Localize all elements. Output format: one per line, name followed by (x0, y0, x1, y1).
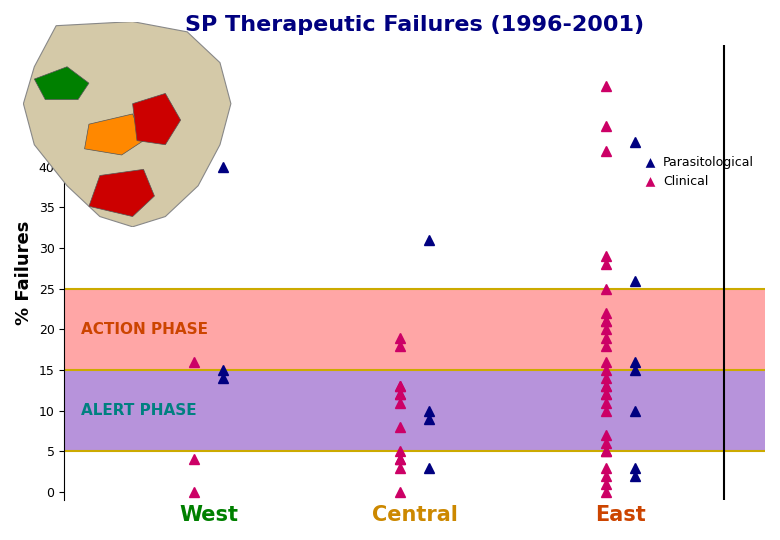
Y-axis label: % Failures: % Failures (15, 220, 33, 325)
Polygon shape (34, 67, 89, 99)
Bar (64, 370, 765, 451)
Polygon shape (89, 170, 154, 217)
Bar (64, 289, 765, 370)
Text: ALERT PHASE: ALERT PHASE (81, 403, 197, 418)
Text: ACTION PHASE: ACTION PHASE (81, 322, 207, 337)
Polygon shape (84, 114, 144, 155)
Polygon shape (133, 93, 181, 145)
Legend: Parasitological, Clinical: Parasitological, Clinical (639, 151, 759, 193)
Title: SP Therapeutic Failures (1996-2001): SP Therapeutic Failures (1996-2001) (185, 15, 644, 35)
Polygon shape (23, 22, 231, 227)
